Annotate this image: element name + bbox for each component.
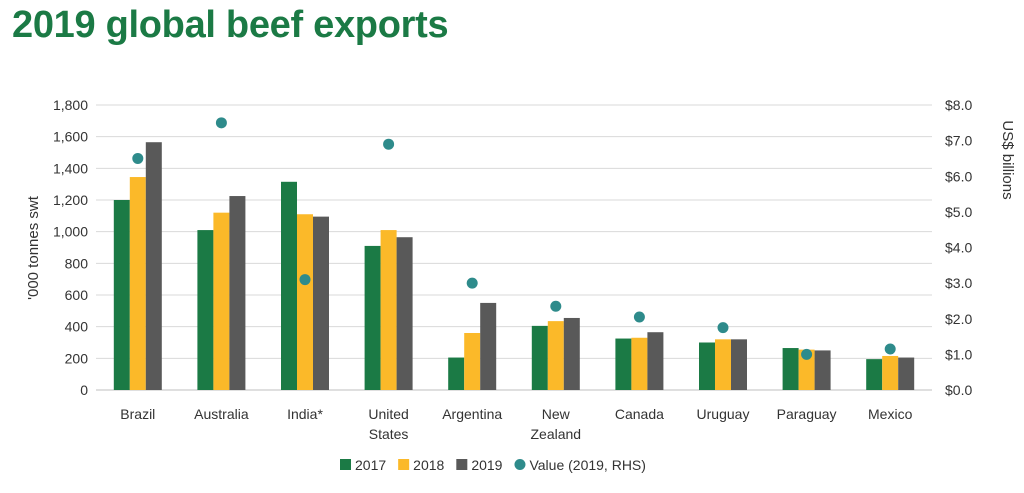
bar-2019 <box>396 237 413 390</box>
left-tick-label: 1,000 <box>53 224 88 240</box>
left-tick-label: 1,400 <box>53 160 88 176</box>
left-tick-label: 1,600 <box>53 129 88 145</box>
bar-2018 <box>882 355 899 390</box>
value-point <box>383 138 395 150</box>
value-points <box>132 117 896 360</box>
value-point <box>633 311 645 323</box>
right-axis-title: US$ billions <box>999 120 1016 199</box>
left-tick-label: 400 <box>65 319 89 335</box>
bar-2017 <box>615 338 632 390</box>
legend-label: 2017 <box>355 457 386 473</box>
value-point <box>717 322 729 334</box>
bar-2018 <box>547 321 564 390</box>
right-tick-label: $2.0 <box>945 311 972 327</box>
bar-2017 <box>699 342 715 390</box>
category-label: Uruguay <box>697 406 750 422</box>
bar-2018 <box>631 337 648 390</box>
bar-2017 <box>782 348 799 390</box>
bar-2018 <box>213 212 230 390</box>
legend-label: 2018 <box>413 457 444 473</box>
bars <box>113 142 915 390</box>
left-tick-label: 600 <box>65 287 89 303</box>
category-label: Canada <box>615 406 664 422</box>
bar-2019 <box>731 339 747 390</box>
left-axis-title: '000 tonnes swt <box>25 195 42 300</box>
left-tick-label: 1,800 <box>53 97 88 113</box>
bar-2017 <box>866 359 883 390</box>
value-point <box>299 274 311 286</box>
bar-2019 <box>814 350 831 390</box>
bar-2017 <box>281 181 297 390</box>
bar-2017 <box>531 325 548 390</box>
value-point <box>132 152 144 164</box>
right-tick-label: $4.0 <box>945 240 972 256</box>
page-title: 2019 global beef exports <box>12 4 449 46</box>
bar-2018 <box>464 333 481 390</box>
right-axis-ticks: $0.0 $1.0 $2.0 $3.0 $4.0 $5.0 $6.0 $7.0 $8.0 <box>945 97 972 398</box>
category-label: United States <box>368 406 408 442</box>
value-point <box>466 277 478 289</box>
bar-2019 <box>647 332 664 390</box>
bar-2019 <box>563 317 580 390</box>
category-label: India* <box>287 406 323 422</box>
bar-2018 <box>380 230 397 390</box>
left-tick-label: 800 <box>65 255 89 271</box>
value-point <box>801 348 813 360</box>
bar-2019 <box>313 216 329 390</box>
bar-2017 <box>448 357 465 390</box>
category-label: Paraguay <box>777 406 837 422</box>
right-tick-label: $8.0 <box>945 97 972 113</box>
category-label: Australia <box>194 406 249 422</box>
bar-2019 <box>229 196 246 390</box>
legend-swatch-2018 <box>398 459 410 470</box>
legend-swatch-value <box>514 459 526 470</box>
bar-2018 <box>129 177 146 390</box>
category-label: Brazil <box>120 406 155 422</box>
bar-2018 <box>297 214 313 390</box>
left-axis-ticks: 0 200 400 600 800 1,000 1,200 1,400 1,600 1,800 <box>53 97 88 398</box>
bar-2019 <box>898 357 915 390</box>
right-tick-label: $5.0 <box>945 204 972 220</box>
category-label: Mexico <box>868 406 913 422</box>
category-labels: Brazil Australia India* United States Argenti… <box>120 406 912 442</box>
bar-2019 <box>145 142 162 390</box>
legend-label: Value (2019, RHS) <box>529 457 645 473</box>
value-point <box>215 117 227 129</box>
bar-2019 <box>480 302 497 390</box>
left-tick-label: 200 <box>65 350 89 366</box>
left-tick-label: 0 <box>80 382 88 398</box>
bar-2017 <box>197 230 214 390</box>
legend: 2017 2018 2019 Value (2019, RHS) <box>340 457 646 473</box>
value-point <box>884 343 896 355</box>
bar-2017 <box>113 200 130 390</box>
category-label: New Zealand <box>531 406 582 442</box>
category-label: Argentina <box>442 406 502 422</box>
right-tick-label: $7.0 <box>945 133 972 149</box>
bar-2018 <box>798 349 815 390</box>
right-tick-label: $3.0 <box>945 275 972 291</box>
bar-2018 <box>715 339 731 390</box>
right-tick-label: $0.0 <box>945 382 972 398</box>
right-tick-label: $6.0 <box>945 168 972 184</box>
value-point <box>550 300 562 312</box>
legend-swatch-2017 <box>340 459 351 470</box>
bar-2017 <box>364 245 381 390</box>
left-tick-label: 1,200 <box>53 192 88 208</box>
legend-swatch-2019 <box>456 459 468 470</box>
legend-label: 2019 <box>471 457 502 473</box>
right-tick-label: $1.0 <box>945 346 972 362</box>
